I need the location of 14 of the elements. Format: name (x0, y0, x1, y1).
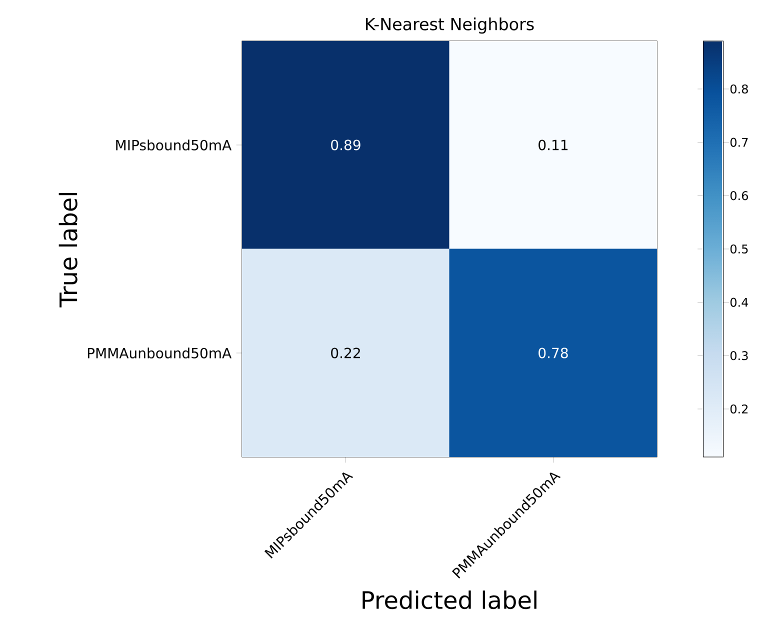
color-bar-label: 0.2 (730, 404, 748, 414)
color-bar-label: 0.5 (730, 244, 748, 254)
color-bar-label: 0.7 (730, 138, 748, 147)
color-bar-label: 0.3 (730, 351, 748, 360)
y-axis-title: True label (58, 192, 78, 308)
data-label: 0.11 (538, 140, 568, 150)
color-bar-label: 0.6 (730, 191, 748, 200)
color-bar-label: 0.8 (730, 84, 748, 94)
data-label: 0.89 (331, 140, 360, 150)
chart-title: K-Nearest Neighbors (366, 17, 534, 34)
x-axis-title: Predicted label (362, 590, 536, 610)
data-label: 0.78 (538, 348, 568, 358)
data-label: 0.22 (331, 348, 360, 358)
color-bar-label: 0.4 (730, 298, 748, 307)
